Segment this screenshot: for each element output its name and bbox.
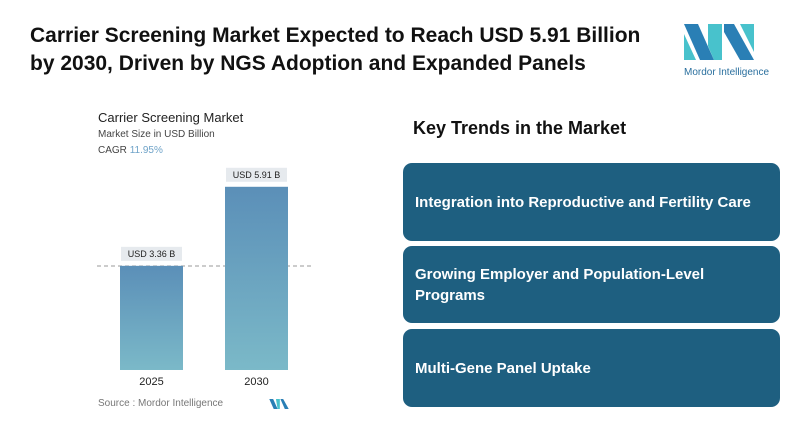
x-tick-label: 2030 (244, 376, 268, 388)
x-tick-label: 2025 (139, 376, 163, 388)
data-label: USD 3.36 B (128, 249, 176, 259)
source-logo-icon (269, 399, 289, 409)
data-label-bg (121, 246, 182, 261)
page-title: Carrier Screening Market Expected to Rea… (30, 24, 641, 75)
mordor-logo: Mordor Intelligence (684, 24, 770, 78)
chart-subtitle: Market Size in USD Billion (98, 129, 215, 140)
cagr: CAGR 11.95% (98, 145, 163, 156)
trend-item: Integration into Reproductive and Fertil… (403, 163, 780, 241)
cagr-label: CAGR (98, 145, 127, 156)
chart-source: Source : Mordor Intelligence (98, 398, 224, 409)
data-label-bg (226, 167, 287, 182)
trend-item: Growing Employer and Population-Level Pr… (403, 246, 780, 323)
trends-heading: Key Trends in the Market (413, 118, 627, 138)
bar-2025 (120, 265, 183, 370)
bar-2030 (225, 186, 288, 370)
data-label: USD 5.91 B (233, 170, 281, 180)
cagr-value: 11.95% (129, 145, 163, 156)
chart-title: Carrier Screening Market (98, 110, 244, 125)
mordor-logo-icon (684, 24, 754, 60)
logo-text: Mordor Intelligence (684, 67, 770, 78)
trend-item: Multi-Gene Panel Uptake (403, 329, 780, 407)
